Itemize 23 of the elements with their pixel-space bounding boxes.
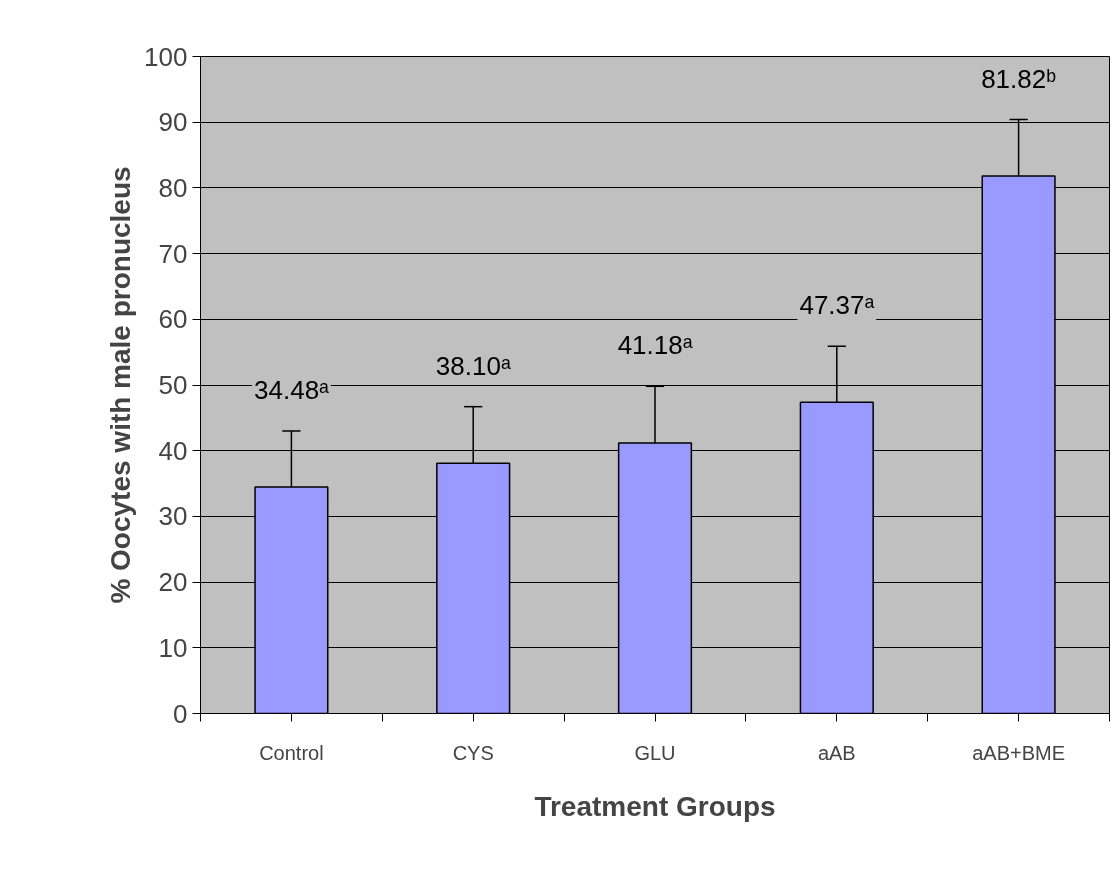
y-tick-label: 40 [158,435,188,466]
x-tick-label: aAB [817,741,856,764]
y-tick-label: 0 [173,698,188,729]
y-tick-label: 100 [144,41,188,72]
y-tick-label: 80 [158,172,188,203]
data-label: 41.18ᵃ [617,330,693,361]
x-tick-label: CYS [452,741,494,764]
x-tick-label: GLU [634,741,676,764]
y-tick-label: 10 [158,632,188,663]
data-label: 38.10ᵃ [435,350,511,381]
data-label: 81.82ᵇ [981,63,1057,94]
y-tick-label: 20 [158,567,188,598]
data-label: 47.37ᵃ [799,290,875,321]
y-tick-label: 60 [158,304,188,335]
data-label: 34.48ᵃ [254,374,330,405]
y-axis-title: % Oocytes with male pronucleus [105,166,137,604]
x-tick-label: aAB+BME [972,741,1066,764]
y-tick-label: 90 [158,107,188,138]
x-tick-label: Control [259,741,324,764]
x-axis-title: Treatment Groups [534,790,776,822]
y-tick-label: 70 [158,238,188,269]
y-tick-label: 50 [158,370,188,400]
y-tick-label: 30 [158,501,188,532]
